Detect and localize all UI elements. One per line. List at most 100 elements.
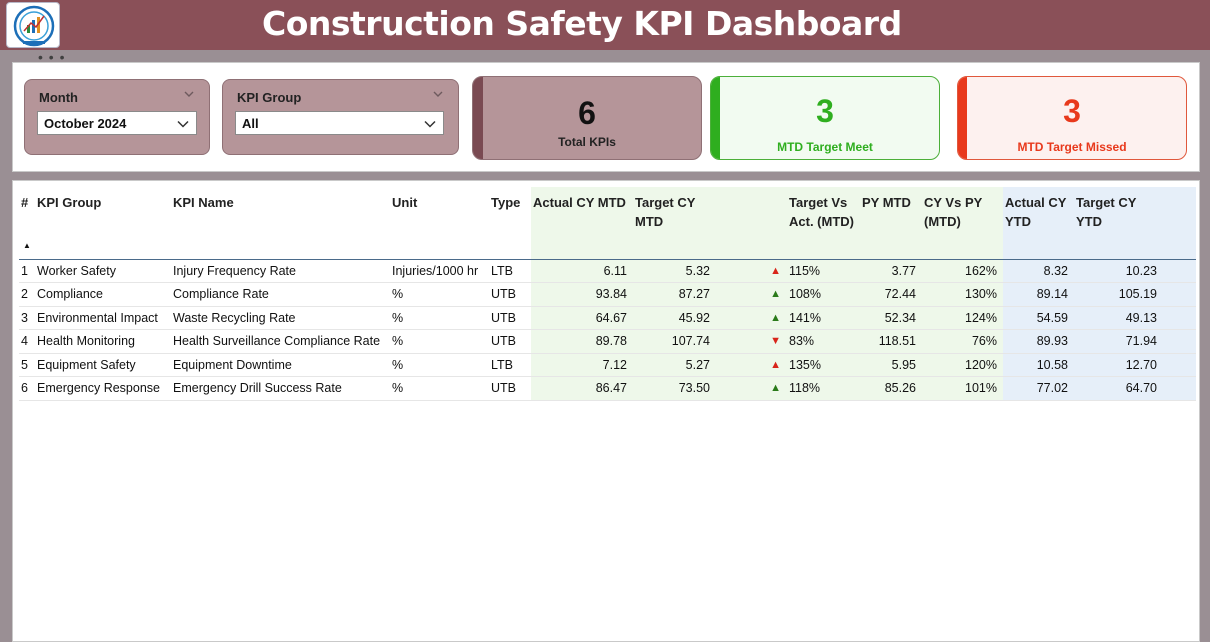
chevron-down-icon[interactable] <box>176 117 190 131</box>
type-cell: UTB <box>489 376 531 401</box>
kpi-group-cell: Worker Safety <box>35 259 171 283</box>
kpi-group-slicer: KPI Group All <box>222 79 459 155</box>
actual-cy-ytd-cell: 89.14 <box>1003 282 1074 307</box>
col-header-target-cy-mtd[interactable]: Target CY MTD <box>633 187 716 260</box>
actual-cy-mtd-cell: 89.78 <box>531 329 633 354</box>
kpi-table-panel: # ▲ KPI Group KPI Name Unit Type Actual C… <box>12 180 1200 642</box>
card-accent <box>473 77 483 159</box>
card-accent <box>958 77 967 159</box>
page-title: Construction Safety KPI Dashboard <box>262 4 902 43</box>
target-cy-mtd-cell: 45.92 <box>633 306 716 330</box>
filter-kpi-panel: Month October 2024 KPI Group All 6 Total… <box>12 62 1200 172</box>
py-mtd-cell: 118.51 <box>860 329 922 354</box>
actual-cy-ytd-cell: 10.58 <box>1003 353 1074 377</box>
target-vs-act-cell: 118% <box>787 376 860 401</box>
col-header-actual-cy-mtd[interactable]: Actual CY MTD <box>531 187 633 260</box>
actual-cy-mtd-cell: 86.47 <box>531 376 633 401</box>
col-header-target-vs-act[interactable]: Target Vs Act. (MTD) <box>787 187 860 260</box>
row-number: 3 <box>19 306 35 330</box>
cy-vs-py-cell: 130% <box>922 282 1003 307</box>
type-cell: UTB <box>489 306 531 330</box>
col-header-num[interactable]: # ▲ <box>19 187 35 260</box>
dashboard-header: Construction Safety KPI Dashboard <box>0 0 1210 50</box>
type-cell: LTB <box>489 259 531 283</box>
chevron-down-icon[interactable] <box>183 88 195 100</box>
month-slicer: Month October 2024 <box>24 79 210 155</box>
kpi-group-slicer-label: KPI Group <box>237 90 302 105</box>
total-kpis-value: 6 <box>578 95 596 131</box>
row-spacer <box>1163 376 1196 401</box>
table-row[interactable]: 4 Health Monitoring Health Surveillance Co… <box>19 329 1196 354</box>
target-vs-act-cell: 108% <box>787 282 860 307</box>
mtd-target-missed-value: 3 <box>1063 93 1081 129</box>
row-number: 6 <box>19 376 35 401</box>
kpi-group-dropdown[interactable]: All <box>235 111 444 135</box>
target-cy-mtd-cell: 5.32 <box>633 259 716 283</box>
py-mtd-cell: 5.95 <box>860 353 922 377</box>
table-row[interactable]: 6 Emergency Response Emergency Drill Succe… <box>19 376 1196 401</box>
kpi-name-cell: Equipment Downtime <box>171 353 390 377</box>
col-header-unit[interactable]: Unit <box>390 187 489 260</box>
col-header-actual-cy-ytd[interactable]: Actual CY YTD <box>1003 187 1074 260</box>
row-number: 2 <box>19 282 35 307</box>
target-cy-ytd-cell: 49.13 <box>1074 306 1163 330</box>
month-dropdown-value: October 2024 <box>44 116 127 131</box>
col-header-kpi-name[interactable]: KPI Name <box>171 187 390 260</box>
target-cy-ytd-cell: 64.70 <box>1074 376 1163 401</box>
col-header-cy-vs-py[interactable]: CY Vs PY (MTD) <box>922 187 1003 260</box>
mtd-target-meet-card: 3 MTD Target Meet <box>710 76 940 160</box>
kpi-group-dropdown-value: All <box>242 116 259 131</box>
logo-icon <box>6 2 60 48</box>
total-kpis-card: 6 Total KPIs <box>472 76 702 160</box>
col-header-target-cy-ytd[interactable]: Target CY YTD <box>1074 187 1163 260</box>
kpi-group-cell: Health Monitoring <box>35 329 171 354</box>
target-vs-act-cell: 135% <box>787 353 860 377</box>
up-green-triangle-icon: ▲ <box>716 376 787 401</box>
type-cell: LTB <box>489 353 531 377</box>
chevron-down-icon[interactable] <box>423 117 437 131</box>
cy-vs-py-cell: 76% <box>922 329 1003 354</box>
total-kpis-label: Total KPIs <box>558 135 616 149</box>
py-mtd-cell: 85.26 <box>860 376 922 401</box>
target-vs-act-cell: 115% <box>787 259 860 283</box>
more-options-icon[interactable]: • • • <box>38 49 66 65</box>
col-header-py-mtd[interactable]: PY MTD <box>860 187 922 260</box>
down-red-triangle-icon: ▼ <box>716 329 787 354</box>
row-number: 5 <box>19 353 35 377</box>
month-dropdown[interactable]: October 2024 <box>37 111 197 135</box>
cy-vs-py-cell: 120% <box>922 353 1003 377</box>
up-green-triangle-icon: ▲ <box>716 282 787 307</box>
cy-vs-py-cell: 101% <box>922 376 1003 401</box>
row-spacer <box>1163 306 1196 330</box>
unit-cell: % <box>390 376 489 401</box>
table-row[interactable]: 3 Environmental Impact Waste Recycling Rat… <box>19 306 1196 330</box>
type-cell: UTB <box>489 282 531 307</box>
actual-cy-mtd-cell: 64.67 <box>531 306 633 330</box>
chevron-down-icon[interactable] <box>432 88 444 100</box>
card-accent <box>711 77 720 159</box>
py-mtd-cell: 72.44 <box>860 282 922 307</box>
mtd-target-meet-label: MTD Target Meet <box>777 140 873 154</box>
mtd-target-missed-label: MTD Target Missed <box>1017 140 1127 154</box>
table-row[interactable]: 2 Compliance Compliance Rate% UTB 93.84 87.27… <box>19 282 1196 307</box>
actual-cy-ytd-cell: 89.93 <box>1003 329 1074 354</box>
mtd-target-missed-card: 3 MTD Target Missed <box>957 76 1187 160</box>
kpi-group-cell: Compliance <box>35 282 171 307</box>
actual-cy-ytd-cell: 77.02 <box>1003 376 1074 401</box>
py-mtd-cell: 52.34 <box>860 306 922 330</box>
col-header-kpi-group[interactable]: KPI Group <box>35 187 171 260</box>
kpi-group-cell: Emergency Response <box>35 376 171 401</box>
target-cy-mtd-cell: 87.27 <box>633 282 716 307</box>
row-spacer <box>1163 282 1196 307</box>
unit-cell: Injuries/1000 hr <box>390 259 489 283</box>
kpi-name-cell: Waste Recycling Rate <box>171 306 390 330</box>
target-cy-mtd-cell: 73.50 <box>633 376 716 401</box>
col-header-type[interactable]: Type <box>489 187 531 260</box>
table-row[interactable]: 5 Equipment Safety Equipment Downtime% LTB 7… <box>19 353 1196 377</box>
table-row[interactable]: 1 Worker Safety Injury Frequency Rate Injur… <box>19 259 1196 283</box>
row-spacer <box>1163 329 1196 354</box>
mtd-target-meet-value: 3 <box>816 93 834 129</box>
actual-cy-mtd-cell: 6.11 <box>531 259 633 283</box>
actual-cy-ytd-cell: 54.59 <box>1003 306 1074 330</box>
sort-ascending-icon[interactable]: ▲ <box>23 240 31 250</box>
